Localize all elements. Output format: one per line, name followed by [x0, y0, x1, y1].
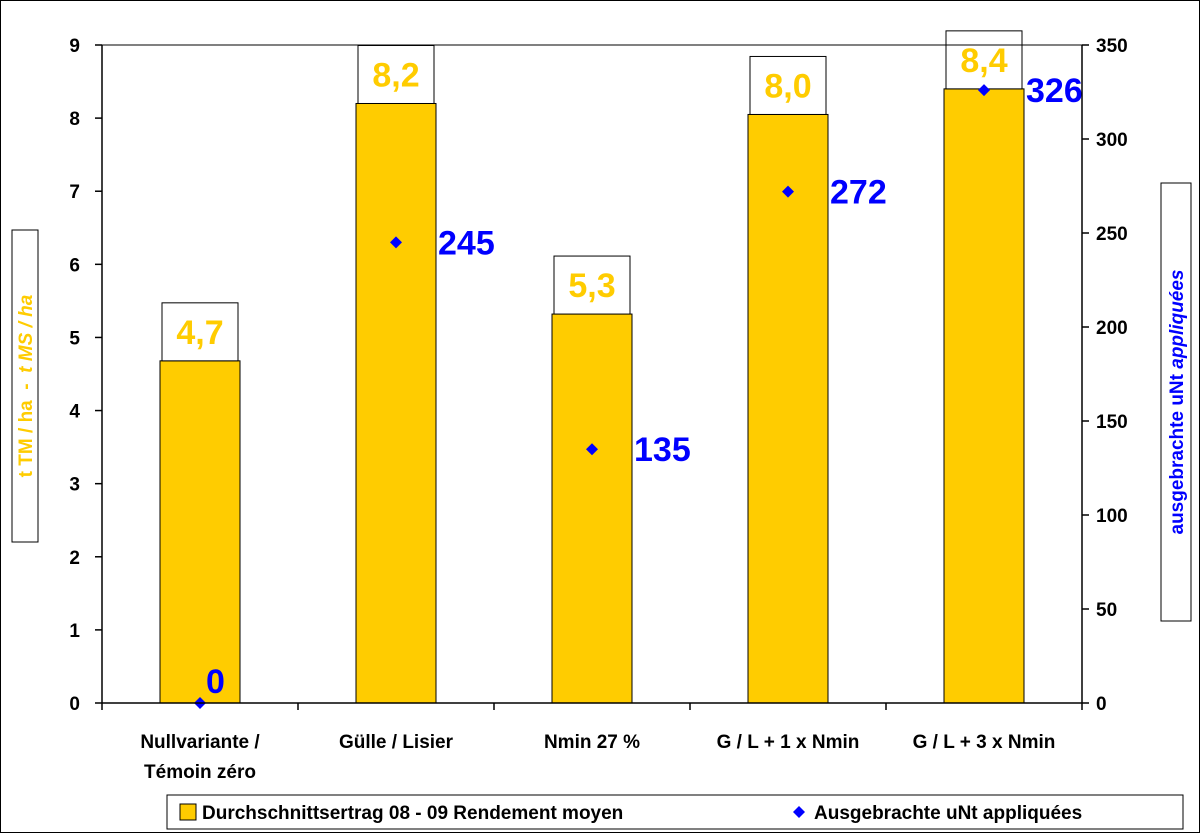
left-axis-title-separator: - [16, 373, 37, 400]
bar-value-label-box [161, 302, 239, 362]
marker-value-label: 245 [438, 224, 495, 262]
bar [747, 113, 829, 704]
bar-value-label: 5,3 [568, 267, 615, 305]
bar-value-label-box [749, 55, 827, 115]
marker-value-label: 0 [206, 663, 225, 701]
bar [551, 313, 633, 704]
left-tick-label: 3 [69, 475, 80, 496]
marker-value-label: 135 [634, 431, 691, 469]
bar-value-label-box [357, 44, 435, 104]
left-tick-label: 6 [69, 255, 80, 276]
x-category-label-line: Nmin 27 % [544, 732, 640, 753]
x-category-label-line: G / L + 1 x Nmin [717, 732, 860, 753]
marker-point [782, 185, 794, 198]
legend-box [166, 794, 1184, 830]
bar-value-label: 4,7 [176, 314, 223, 352]
left-tick-label: 5 [69, 328, 80, 349]
right-axis-title-box [1160, 182, 1192, 622]
x-category-label: Gülle / Lisier [339, 732, 454, 753]
bar-value-label: 8,0 [764, 67, 811, 105]
legend-swatch-marker [793, 806, 805, 818]
left-tick-label: 7 [69, 182, 80, 203]
right-axis-title-group: ausgebrachte uNt appliquées [1160, 182, 1192, 622]
bar [943, 88, 1025, 704]
right-tick-label: 250 [1096, 224, 1128, 245]
bar-value-label-box [945, 30, 1023, 90]
marker-point [390, 236, 402, 249]
bar-value-label: 8,4 [960, 42, 1007, 80]
legend: Durchschnittsertrag 08 - 09 Rendement mo… [166, 794, 1184, 830]
bar [355, 102, 437, 704]
x-category-label-line: G / L + 3 x Nmin [913, 732, 1056, 753]
x-category-label: Nullvariante / Témoin zéro [140, 732, 260, 783]
right-tick-label: 150 [1096, 412, 1128, 433]
x-category-label-line: Nullvariante / [140, 732, 260, 753]
left-tick-label: 9 [69, 36, 80, 57]
left-axis-title-part-2: t MS / ha [16, 294, 37, 373]
marker-value-label: 326 [1026, 72, 1083, 110]
x-category-label: G / L + 1 x Nmin [717, 732, 860, 753]
left-tick-label: 4 [69, 402, 80, 423]
right-tick-label: 300 [1096, 130, 1128, 151]
marker-point [978, 84, 990, 97]
right-axis-title-part-2: appliquées [1167, 269, 1188, 368]
right-tick-label: 50 [1096, 600, 1117, 621]
marker-value-label: 272 [830, 174, 887, 212]
axes: 0 1 2 3 4 5 6 7 8 9 0 50 100 150 200 250 300 350 Nullvaria… [69, 36, 1127, 783]
bar-value-label-box [553, 255, 631, 315]
right-tick-label: 200 [1096, 318, 1128, 339]
bar-value-label: 8,2 [372, 56, 419, 94]
right-axis-title-part-1: ausgebrachte uNt [1167, 373, 1188, 534]
x-category-label-line: Témoin zéro [144, 762, 256, 783]
left-axis-title-group: t TM / ha - t MS / ha [11, 229, 39, 543]
right-tick-label: 0 [1096, 694, 1107, 715]
x-category-label: Nmin 27 % [544, 732, 640, 753]
marker-point [586, 443, 598, 456]
right-axis-title: ausgebrachte uNt appliquées [1167, 269, 1188, 534]
left-tick-label: 8 [69, 109, 80, 130]
x-category-label-line: Gülle / Lisier [339, 732, 454, 753]
x-category-label: G / L + 3 x Nmin [913, 732, 1056, 753]
right-tick-label: 100 [1096, 506, 1128, 527]
left-tick-label: 0 [69, 694, 80, 715]
left-axis-title-box [11, 229, 39, 543]
left-tick-label: 1 [69, 621, 80, 642]
left-axis-title: t TM / ha - t MS / ha [16, 294, 37, 477]
bar [159, 360, 241, 704]
left-tick-label: 2 [69, 548, 80, 569]
legend-label-bar: Durchschnittsertrag 08 - 09 Rendement mo… [202, 803, 623, 824]
right-tick-label: 350 [1096, 36, 1128, 57]
legend-label-marker: Ausgebrachte uNt appliquées [814, 803, 1082, 824]
left-axis-title-part-1: t TM / ha [16, 400, 37, 477]
plot-area: 4,7 8,2 5,3 8,0 8,4 0 245 135 272 326 [159, 30, 1083, 709]
legend-swatch-bar [179, 803, 197, 821]
